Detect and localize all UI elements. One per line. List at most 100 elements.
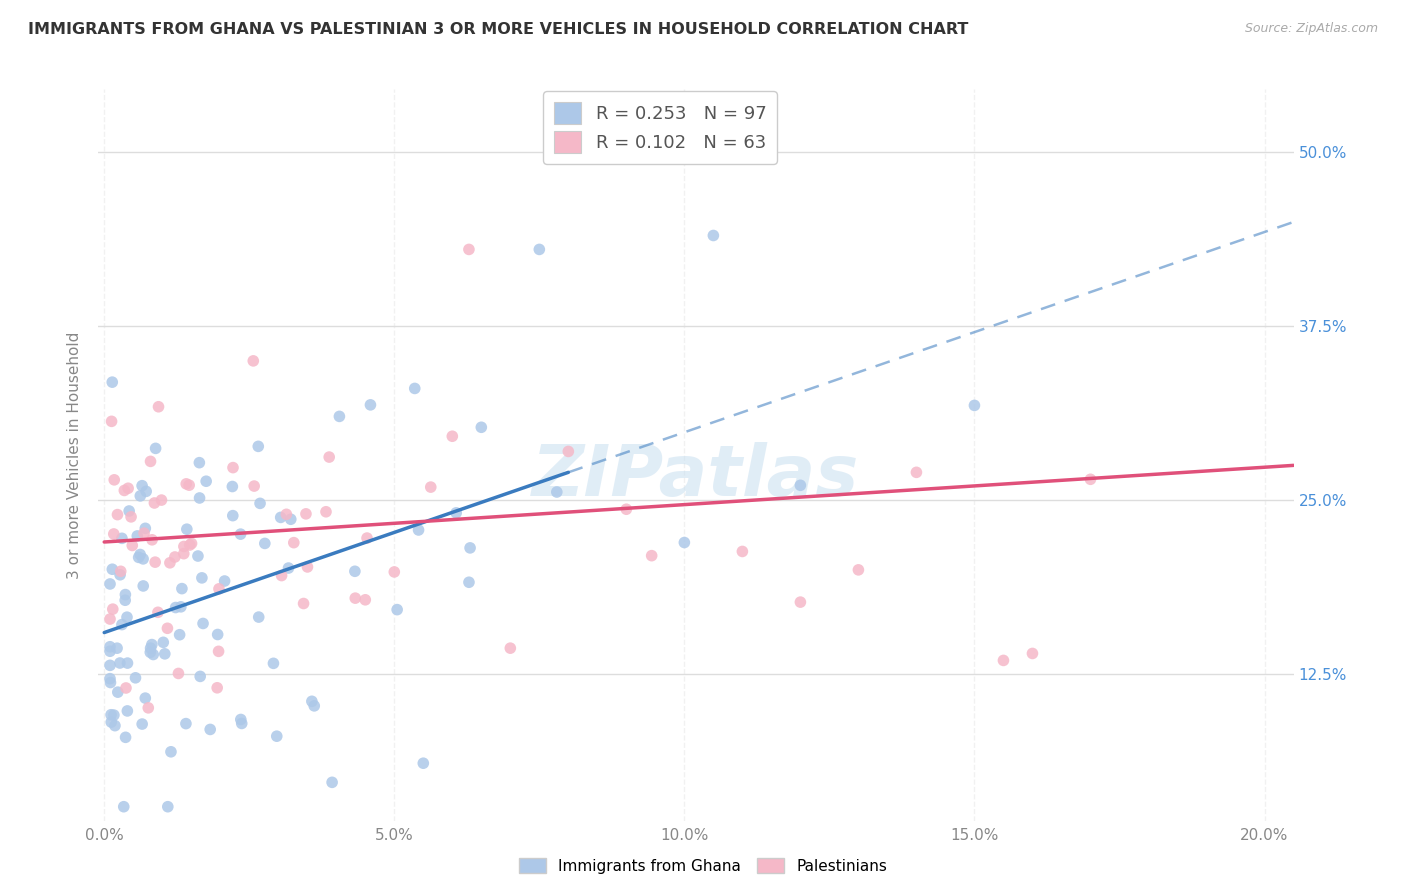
Point bbox=[107, 685, 129, 699]
Point bbox=[112, 483, 135, 498]
Point bbox=[318, 450, 340, 464]
Point bbox=[354, 592, 377, 607]
Point bbox=[141, 533, 163, 547]
Point bbox=[546, 485, 568, 500]
Point bbox=[270, 510, 292, 524]
Point bbox=[111, 617, 134, 632]
Point bbox=[458, 575, 481, 590]
Point bbox=[98, 577, 121, 591]
Point bbox=[98, 658, 121, 673]
Point bbox=[115, 681, 138, 695]
Point bbox=[188, 491, 211, 505]
Point bbox=[343, 564, 366, 578]
Point bbox=[222, 508, 245, 523]
Point bbox=[301, 694, 323, 708]
Point bbox=[153, 647, 176, 661]
Point bbox=[441, 429, 464, 443]
Point bbox=[207, 644, 229, 658]
Point bbox=[117, 656, 139, 670]
Point bbox=[114, 593, 136, 607]
Point bbox=[905, 466, 928, 480]
Point bbox=[170, 599, 193, 614]
Point bbox=[120, 509, 142, 524]
Point bbox=[412, 756, 434, 771]
Point bbox=[136, 701, 159, 715]
Point bbox=[295, 507, 318, 521]
Point bbox=[174, 476, 197, 491]
Point bbox=[214, 574, 236, 588]
Point bbox=[128, 550, 150, 565]
Point bbox=[191, 571, 214, 585]
Point bbox=[160, 745, 183, 759]
Point bbox=[100, 414, 122, 428]
Point bbox=[229, 713, 252, 727]
Point bbox=[115, 610, 138, 624]
Point bbox=[231, 716, 253, 731]
Point bbox=[321, 775, 343, 789]
Point bbox=[247, 439, 270, 453]
Point bbox=[229, 527, 252, 541]
Point bbox=[292, 597, 315, 611]
Point bbox=[848, 563, 870, 577]
Point bbox=[124, 671, 146, 685]
Point bbox=[170, 582, 193, 596]
Point bbox=[107, 508, 129, 522]
Point bbox=[280, 512, 302, 526]
Point bbox=[404, 381, 426, 395]
Point bbox=[243, 479, 266, 493]
Point bbox=[328, 409, 350, 424]
Point bbox=[221, 479, 243, 493]
Y-axis label: 3 or more Vehicles in Household: 3 or more Vehicles in Household bbox=[67, 331, 83, 579]
Point bbox=[139, 645, 162, 659]
Point bbox=[470, 420, 492, 434]
Point bbox=[262, 657, 284, 671]
Point bbox=[382, 565, 405, 579]
Point bbox=[304, 698, 326, 713]
Point bbox=[408, 523, 430, 537]
Point bbox=[283, 535, 305, 549]
Point bbox=[139, 454, 162, 468]
Point bbox=[249, 496, 271, 510]
Point bbox=[191, 616, 214, 631]
Point bbox=[173, 547, 195, 561]
Point bbox=[150, 493, 173, 508]
Point bbox=[1080, 472, 1102, 486]
Point bbox=[614, 502, 637, 516]
Point bbox=[131, 478, 153, 492]
Point bbox=[444, 506, 467, 520]
Point bbox=[359, 398, 381, 412]
Point bbox=[188, 456, 211, 470]
Point bbox=[143, 496, 166, 510]
Point bbox=[121, 539, 143, 553]
Point bbox=[132, 526, 155, 541]
Point bbox=[146, 605, 169, 619]
Point bbox=[173, 540, 195, 554]
Legend: Immigrants from Ghana, Palestinians: Immigrants from Ghana, Palestinians bbox=[513, 852, 893, 880]
Point bbox=[174, 716, 197, 731]
Point bbox=[222, 460, 245, 475]
Point bbox=[207, 627, 229, 641]
Point bbox=[247, 610, 270, 624]
Point bbox=[499, 641, 522, 656]
Point bbox=[135, 484, 157, 499]
Point bbox=[110, 564, 132, 578]
Point bbox=[145, 442, 167, 456]
Point bbox=[101, 562, 124, 576]
Point bbox=[963, 398, 986, 412]
Point bbox=[101, 602, 124, 616]
Point bbox=[702, 228, 724, 243]
Point bbox=[297, 560, 319, 574]
Point bbox=[169, 628, 191, 642]
Point bbox=[156, 799, 179, 814]
Point bbox=[105, 641, 128, 656]
Point bbox=[993, 653, 1015, 667]
Point bbox=[108, 567, 131, 582]
Point bbox=[159, 556, 181, 570]
Point bbox=[200, 723, 222, 737]
Point bbox=[179, 538, 201, 552]
Point bbox=[277, 561, 299, 575]
Point bbox=[139, 641, 162, 656]
Point bbox=[112, 799, 135, 814]
Point bbox=[458, 243, 481, 257]
Point bbox=[132, 552, 155, 566]
